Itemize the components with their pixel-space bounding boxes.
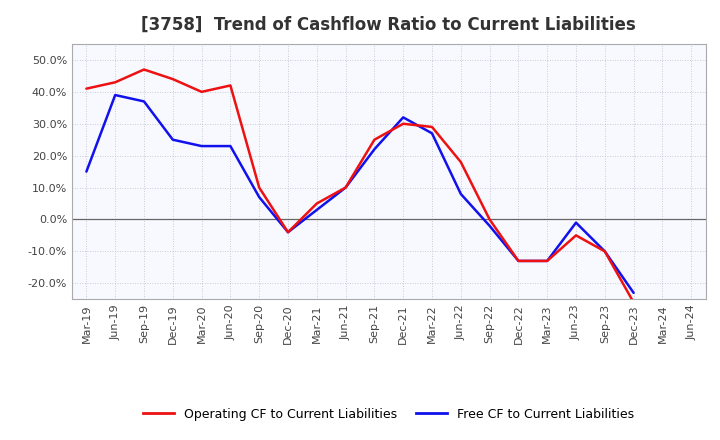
Legend: Operating CF to Current Liabilities, Free CF to Current Liabilities: Operating CF to Current Liabilities, Fre…: [138, 403, 639, 425]
Title: [3758]  Trend of Cashflow Ratio to Current Liabilities: [3758] Trend of Cashflow Ratio to Curren…: [141, 16, 636, 34]
